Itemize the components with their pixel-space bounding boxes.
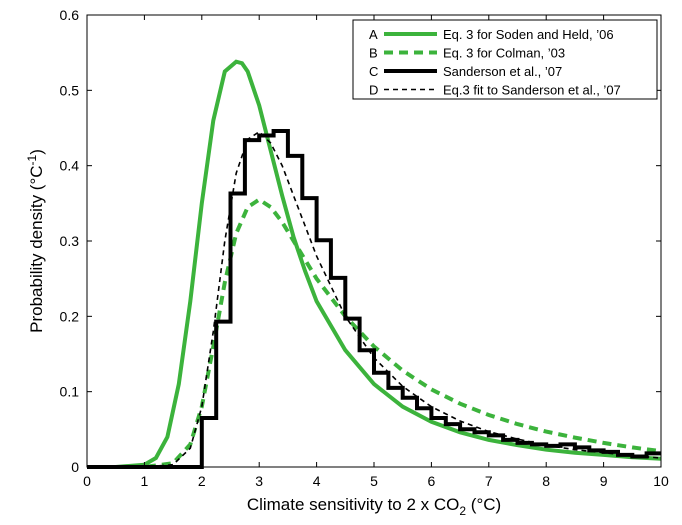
y-axis-title-main: Probability density (°C — [27, 165, 46, 332]
x-tick-label: 7 — [485, 473, 493, 489]
ticks-layer: 0 1 2 3 4 5 6 7 8 9 10 0 0.1 0.2 0.3 0.4 0.5 0.6 — [60, 7, 669, 489]
x-tick-label: 10 — [653, 473, 669, 489]
y-tick-label: 0.5 — [60, 82, 80, 98]
y-axis-title: Probability density (°C-1) — [25, 149, 46, 333]
x-tick-label: 8 — [542, 473, 550, 489]
y-tick-label: 0 — [71, 459, 79, 475]
x-tick-label: 5 — [370, 473, 378, 489]
legend-label: Eq.3 fit to Sanderson et al., ’07 — [443, 83, 621, 98]
x-tick-label: 1 — [141, 473, 149, 489]
x-axis-title-main: Climate sensitivity to 2 x CO — [247, 495, 460, 514]
legend-letter: D — [369, 83, 378, 98]
series-line-a — [87, 59, 662, 469]
y-tick-label: 0.1 — [60, 384, 80, 400]
x-tick-label: 0 — [83, 473, 91, 489]
series-line-c — [87, 129, 661, 469]
x-axis-title-unit: (°C) — [466, 495, 501, 514]
legend-label: Sanderson et al., ’07 — [443, 64, 562, 79]
legend-letter: B — [369, 46, 378, 61]
x-tick-label: 6 — [428, 473, 436, 489]
y-tick-label: 0.3 — [60, 233, 80, 249]
series-layer — [87, 59, 662, 469]
x-axis-title-subscript: 2 — [459, 504, 466, 518]
x-tick-label: 4 — [313, 473, 321, 489]
series-line-d — [87, 130, 662, 468]
legend-letter: C — [369, 64, 378, 79]
legend-letter: A — [369, 27, 378, 42]
y-tick-label: 0.2 — [60, 308, 80, 324]
x-tick-label: 2 — [198, 473, 206, 489]
y-tick-label: 0.6 — [60, 7, 80, 23]
x-tick-label: 3 — [255, 473, 263, 489]
y-axis-title-superscript: -1 — [25, 154, 39, 165]
y-tick-label: 0.4 — [60, 158, 80, 174]
y-axis-title-end: ) — [27, 149, 46, 155]
legend-label: Eq. 3 for Colman, ’03 — [443, 46, 565, 61]
legend: A Eq. 3 for Soden and Held, ’06 B Eq. 3 for… — [352, 19, 658, 100]
legend-label: Eq. 3 for Soden and Held, ’06 — [443, 27, 614, 42]
x-axis-title: Climate sensitivity to 2 x CO2 (°C) — [247, 495, 501, 518]
x-tick-label: 9 — [600, 473, 608, 489]
